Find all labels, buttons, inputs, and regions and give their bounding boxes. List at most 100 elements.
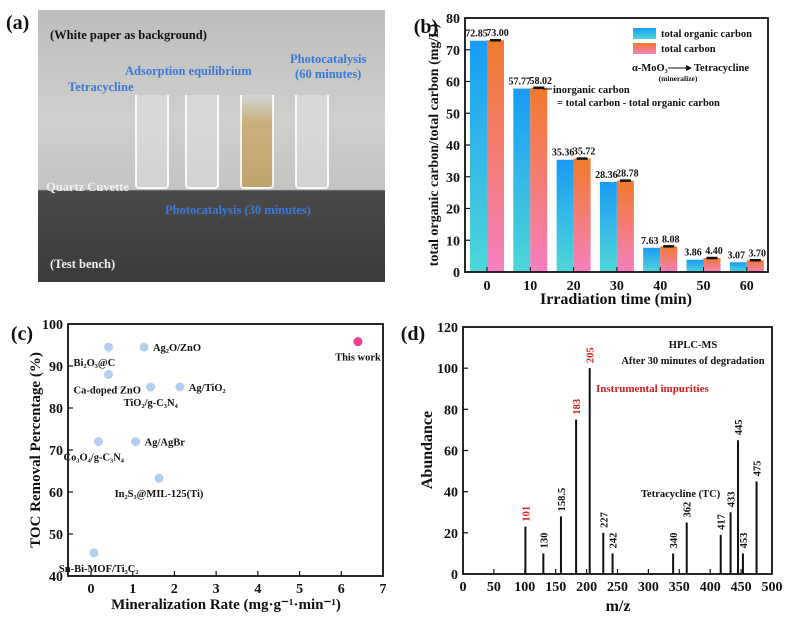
label-adsorption: Adsorption equilibrium [125,64,252,78]
peak-label: 227 [599,512,610,528]
panel-b-ytick-label: 10 [446,234,460,249]
panel-c-label: (c) [11,323,33,345]
panel-d-xtick-label: 400 [700,580,721,595]
panel-c-ytick-label: 40 [49,570,63,585]
bar-total-carbon [616,180,634,272]
panel-d-xtick-label: 450 [731,580,752,595]
bar-value-label: 8.08 [662,234,680,245]
bar-total-carbon [530,87,548,272]
panel-b-ylabel: total organic carbon/total carbon (mg/L) [427,23,442,266]
panel-b-xtick-label: 20 [567,279,581,294]
panel-d-ytick-label: 40 [444,486,458,501]
reaction-arrow-head [686,65,692,71]
ic-annotation-line2: = total carbon - total organic carbon [557,98,720,109]
legend-label: total organic carbon [661,29,752,40]
bar-total-organic-carbon [470,40,487,272]
bar-value-label: 35.36 [552,148,575,159]
label-tetracycline: Tetracycline [68,80,134,94]
panel-c-ylabel: TOC Removal Percentage (%) [28,352,44,548]
label-photo60-line2: (60 minutes) [295,67,362,81]
bar-value-label: 3.70 [749,248,767,259]
panel-d-label: (d) [401,323,425,345]
panel-a-label: (a) [6,12,30,34]
background-note: (White paper as background) [50,28,207,42]
point-label: In₂S₃@MIL-125(Ti) [115,489,204,500]
data-point [154,473,164,483]
panel-b-xtick-label: 0 [484,279,491,294]
panel-c-ytick-label: 70 [49,444,63,459]
peak-label: 453 [739,533,750,549]
label-photocatalysis-60: Photocatalysis (60 minutes) [290,52,366,82]
panel-b-xtick-label: 40 [653,279,667,294]
data-point [104,342,114,352]
panel-c-xtick-label: 3 [213,582,220,597]
panel-b-ytick-label: 0 [453,266,460,281]
panel-d-xtick-label: 500 [762,580,783,595]
bar-total-carbon [746,260,764,272]
point-this-work [353,337,363,347]
panel-b-ytick-label: 50 [446,107,460,122]
panel-b-xlabel: Irradiation time (min) [540,291,692,308]
data-point [146,382,156,392]
label-photocatalysis-30: Photocatalysis (30 minutes) [165,203,311,217]
bar-value-label: 35.72 [573,147,596,158]
bar-value-label: 7.63 [641,236,659,247]
panel-b-label: (b) [414,16,438,38]
panel-d-ytick-label: 120 [437,321,458,336]
point-label: Bi₂O₃@C [74,358,116,369]
panel-c-ytick-label: 50 [49,528,63,543]
peak-label: 445 [734,419,745,435]
ic-annotation-line1: inorganic carbon [553,85,630,96]
label-test-bench: (Test bench) [50,257,116,271]
label-quartz-cuvette: Quartz Cuvette [46,180,129,194]
tc-label: Tetracycline (TC) [641,489,721,500]
bar-total-carbon [660,246,678,272]
peak-label: 340 [669,533,680,549]
reaction-right: Tetracycline [694,63,749,74]
panel-d-xtick-label: 100 [514,580,535,595]
peak-label: 433 [727,492,738,508]
peak-label: 362 [683,502,694,518]
point-label: This work [335,353,381,364]
reaction-left: α-MoO₃ [632,63,668,74]
label-photo60-line1: Photocatalysis [290,52,367,66]
panel-c-ytick-label: 90 [49,360,63,375]
panel-d-ylabel: Abundance [419,411,436,489]
panel-b-ytick-label: 30 [446,171,460,186]
bar-value-label: 58.02 [530,76,553,87]
peak-label: 242 [609,533,620,549]
cuvette-photocatalysis-60 [295,95,329,189]
data-point [104,369,114,379]
degradation-note: After 30 minutes of degradation [621,356,764,367]
peak-label: 101 [521,506,532,522]
impurities-label: Instrumental impurities [596,383,709,395]
bar-total-organic-carbon [599,181,617,272]
panel-b-ytick-label: 20 [446,203,460,218]
point-label: Ag₂O/ZnO [153,343,201,354]
panel-c-xtick-label: 1 [129,582,136,597]
bar-total-carbon [703,258,721,272]
legend-label: total carbon [661,44,716,55]
panel-d-ytick-label: 60 [444,445,458,460]
data-point [131,437,141,447]
hplc-ms-title: HPLC-MS [669,340,718,351]
legend-swatch [633,43,656,54]
panel-d-xlabel: m/z [606,598,631,615]
bar-total-organic-carbon [556,159,574,272]
cuvette-photo: (White paper as background) Tetracycline… [38,10,385,282]
peak-label: 417 [717,514,728,530]
point-label: Ag/TiO₂ [189,383,226,394]
panel-b-xtick-label: 50 [697,279,711,294]
peak-label: 183 [572,399,583,415]
data-point [139,342,149,352]
panel-d-xtick-label: 250 [607,580,628,595]
panel-d-xtick-label: 0 [460,580,467,595]
panel-b-ytick-label: 60 [446,76,460,91]
panel-c-xtick-label: 4 [254,582,261,597]
bar-value-label: 28.36 [595,170,618,181]
cuvette-adsorption [185,95,219,189]
bar-total-organic-carbon [686,259,704,272]
panel-c-xtick-label: 2 [171,582,178,597]
panel-b-xtick-label: 10 [523,279,537,294]
